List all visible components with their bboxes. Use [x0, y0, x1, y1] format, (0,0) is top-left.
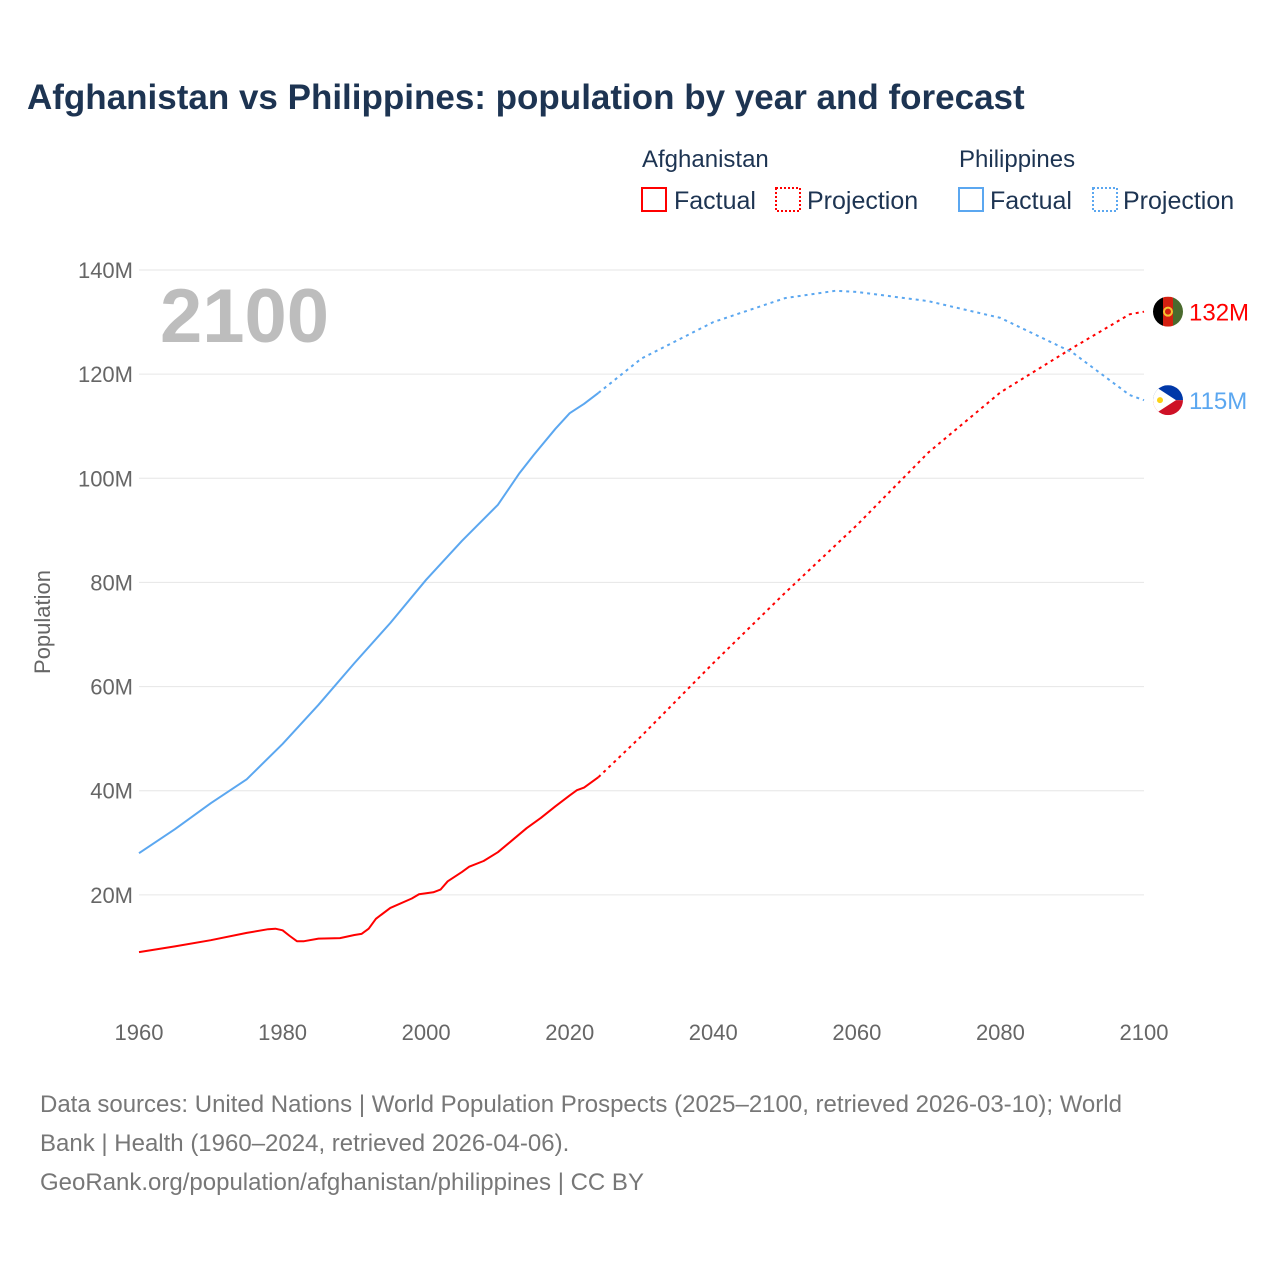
y-tick-label: 100M — [78, 466, 133, 491]
legend-afghanistan-projection[interactable]: Projection — [807, 187, 918, 215]
legend-swatch-philippines-projection — [1092, 187, 1118, 212]
philippines-factual-line — [138, 392, 600, 855]
chart-title: Afghanistan vs Philippines: population b… — [27, 78, 1025, 117]
footer-sources-line1: Data sources: United Nations | World Pop… — [40, 1091, 1122, 1118]
legend-group-philippines: Philippines — [959, 146, 1075, 173]
footer-link[interactable]: GeoRank.org/population/afghanistan/phili… — [40, 1169, 644, 1196]
legend-philippines-projection[interactable]: Projection — [1123, 187, 1234, 215]
afghanistan-projection-line — [597, 310, 1145, 778]
afghanistan-factual-line — [138, 776, 599, 954]
y-tick-label: 120M — [78, 362, 133, 387]
y-axis-label: Population — [30, 570, 55, 674]
legend-swatch-afghanistan-projection — [775, 187, 801, 212]
legend-group-afghanistan: Afghanistan — [642, 146, 769, 173]
y-tick-label: 40M — [90, 779, 133, 804]
y-tick-label: 60M — [90, 675, 133, 700]
legend-philippines-factual[interactable]: Factual — [990, 187, 1072, 215]
x-tick-label: 2100 — [1120, 1020, 1169, 1045]
y-tick-label: 20M — [90, 883, 133, 908]
footer-sources-line2: Bank | Health (1960–2024, retrieved 2026… — [40, 1130, 569, 1157]
end-label-philippines: 115M — [1189, 388, 1247, 415]
x-tick-label: 2060 — [832, 1020, 881, 1045]
y-tick-label: 140M — [78, 258, 133, 283]
philippines-flag-icon — [1153, 385, 1183, 416]
legend: Afghanistan Factual Projection Philippin… — [641, 146, 1234, 215]
year-watermark: 2100 — [160, 274, 329, 359]
legend-swatch-philippines-factual — [958, 187, 984, 212]
x-tick-label: 2080 — [976, 1020, 1025, 1045]
x-axis: 1960 1980 2000 2020 2040 2060 2080 2100 — [115, 1020, 1169, 1045]
legend-swatch-afghanistan-factual — [641, 187, 667, 212]
gridlines — [139, 269, 1144, 896]
x-tick-label: 1960 — [115, 1020, 164, 1045]
x-tick-label: 1980 — [258, 1020, 307, 1045]
y-axis: 20M 40M 60M 80M 100M 120M 140M — [78, 258, 133, 908]
series-lines — [138, 289, 1145, 954]
x-tick-label: 2000 — [402, 1020, 451, 1045]
legend-afghanistan-factual[interactable]: Factual — [674, 187, 756, 215]
x-tick-label: 2020 — [545, 1020, 594, 1045]
y-tick-label: 80M — [90, 570, 133, 595]
x-tick-label: 2040 — [689, 1020, 738, 1045]
philippines-projection-line — [597, 289, 1145, 402]
end-label-afghanistan: 132M — [1189, 300, 1249, 327]
afghanistan-flag-icon — [1153, 296, 1183, 327]
